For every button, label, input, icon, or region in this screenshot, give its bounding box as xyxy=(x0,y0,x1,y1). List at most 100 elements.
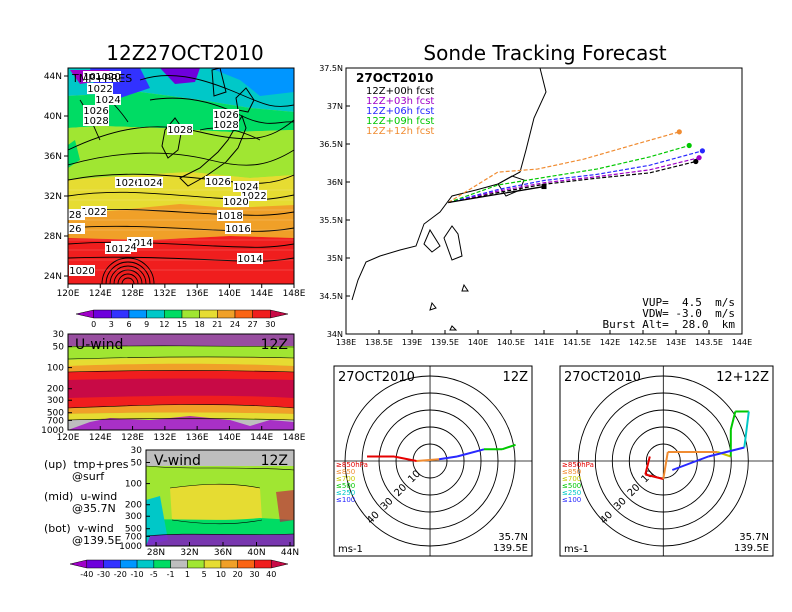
hodograph-ring xyxy=(611,409,715,513)
v-wind-colorbar-swatch xyxy=(153,559,171,569)
track-series-line xyxy=(448,150,703,204)
uYTicks-tick: 200 xyxy=(47,385,64,395)
track-x-tick: 142.5E xyxy=(629,338,657,347)
track-end-point xyxy=(676,129,682,135)
v-wind-colorbar-tick: 5 xyxy=(202,570,207,579)
u-wind-x-tick: 144E xyxy=(250,433,273,443)
map-y-tick: 40N xyxy=(44,112,62,122)
v-wind-x-tick: 36N xyxy=(214,548,232,558)
note-mid-sub: @35.7N xyxy=(72,502,116,515)
map-colorbar-tick: 27 xyxy=(248,320,258,329)
uYTicks-tick: 700 xyxy=(47,416,64,426)
u-wind-x-tick: 132E xyxy=(153,433,176,443)
vYTicks-tick: 50 xyxy=(131,458,143,468)
map-x-tick: 140E xyxy=(218,289,241,299)
v-wind-x-tick: 40N xyxy=(247,548,265,558)
contour-label: 1020 xyxy=(223,197,248,208)
track-x-tick: 139E xyxy=(402,338,422,347)
map-colorbar-swatch xyxy=(164,309,183,319)
v-wind-colorbar-swatch xyxy=(270,559,289,569)
vYTicks-tick: 500 xyxy=(125,525,142,535)
map-x-tick: 144E xyxy=(250,289,273,299)
v-wind-colorbar-tick: -20 xyxy=(114,570,127,579)
track-y-tick: 36N xyxy=(327,178,343,187)
map-colorbar-swatch xyxy=(217,309,236,319)
v-wind-colorbar-swatch xyxy=(237,559,255,569)
v-wind-colorbar-tick: 10 xyxy=(216,570,226,579)
v-wind-colorbar-swatch xyxy=(170,559,188,569)
track-x-ticks: 138E 138.5E 139E 139.5E 140E 140.5E 141E 141.5E… xyxy=(336,330,752,347)
hodograph-lon: 139.5E xyxy=(493,543,528,554)
hodograph-unit: ms-1 xyxy=(338,544,363,555)
vYTicks-tick: 100 xyxy=(125,480,142,490)
hodograph-lat: 35.7N xyxy=(739,532,769,543)
hodograph-date: 27OCT2010 xyxy=(338,370,415,385)
track-series-line xyxy=(447,131,680,204)
hodograph-segment xyxy=(501,443,516,451)
track-legend-item: 12Z+09h fcst xyxy=(366,116,434,127)
v-wind-x-tick: 32N xyxy=(180,548,198,558)
hodograph-ring xyxy=(395,426,465,496)
contour-label: 1024 xyxy=(95,95,120,106)
track-y-tick: 37.5N xyxy=(319,64,343,73)
map-colorbar-tick: 30 xyxy=(265,320,275,329)
hodograph-segment xyxy=(644,456,651,475)
hodograph-ring xyxy=(577,375,749,547)
contour-label: 1022 xyxy=(241,191,266,202)
track-x-tick: 138.5E xyxy=(365,338,393,347)
hodograph-legend-item: ≤850 xyxy=(562,468,581,476)
u-wind-x-tick: 128E xyxy=(121,433,144,443)
map-colorbar-tick: 3 xyxy=(109,320,114,329)
track-series-line xyxy=(448,144,690,204)
hodograph-segment xyxy=(743,411,750,448)
v-wind-colorbar-swatch xyxy=(220,559,238,569)
uYTicks-tick: 30 xyxy=(53,330,65,340)
note-bot-sub: @139.5E xyxy=(72,534,121,547)
v-wind-colorbar-tick: -5 xyxy=(150,570,158,579)
contour-label: 1026 xyxy=(83,106,108,117)
hodograph-ring xyxy=(361,392,499,530)
v-wind-colorbar-swatch xyxy=(69,559,88,569)
tracking-date: 27OCT2010 xyxy=(356,71,433,85)
vYTicks-tick: 700 xyxy=(125,532,142,542)
map-colorbar-tick: 12 xyxy=(159,320,169,329)
track-series-line xyxy=(448,160,696,204)
v-wind-title: V-wind xyxy=(154,453,201,469)
track-end-point xyxy=(699,148,706,154)
u-wind-panel: U-wind 12Z 120E 124E 128E 132E 136E 140E 144E 1… xyxy=(41,330,306,443)
contour-label: 1024 xyxy=(233,182,258,193)
uYTicks-tick: 50 xyxy=(53,342,65,352)
hodograph-legend-item: ≤850 xyxy=(336,468,355,476)
track-legend-item: 12Z+00h fcst xyxy=(366,86,434,97)
map-colorbar-tick: 24 xyxy=(230,320,240,329)
map-x-tick: 124E xyxy=(89,289,112,299)
track-y-tick: 37N xyxy=(327,102,343,111)
map-y-ticks: 24N 28N 32N 36N 40N 44N xyxy=(44,72,68,282)
track-end-point xyxy=(693,158,699,165)
hodograph-segment xyxy=(662,451,669,480)
track-x-tick: 143.5E xyxy=(695,338,723,347)
u-wind-x-tick: 120E xyxy=(57,433,80,443)
map-colorbar-swatch xyxy=(146,309,165,319)
map-colorbar-swatch xyxy=(234,309,253,319)
v-wind-colorbar-swatch xyxy=(203,559,222,569)
contour-label: 028 xyxy=(62,210,81,221)
hodograph-legend-item: ≤500 xyxy=(336,482,355,490)
annotation-vup: VUP= 4.5 m/s xyxy=(642,296,735,309)
map-x-tick: 136E xyxy=(186,289,209,299)
track-legend-item: 12Z+12h fcst xyxy=(366,126,434,137)
hodograph-ring xyxy=(594,392,732,530)
map-colorbar-swatch xyxy=(270,309,289,319)
map-colorbar-tick: 21 xyxy=(212,320,222,329)
panel-notes: (up) tmp+pres @surf (mid) u-wind @35.7N … xyxy=(44,458,129,547)
map-colorbar-swatch xyxy=(252,309,271,319)
track-x-tick: 142E xyxy=(600,338,620,347)
contour-label: 1028 xyxy=(213,120,238,131)
track-y-tick: 34.5N xyxy=(319,292,343,301)
track-y-tick: 36.5N xyxy=(319,140,343,149)
track-y-tick: 35N xyxy=(327,254,343,263)
surface-map-panel: 12Z27OCT2010 xyxy=(44,41,306,329)
